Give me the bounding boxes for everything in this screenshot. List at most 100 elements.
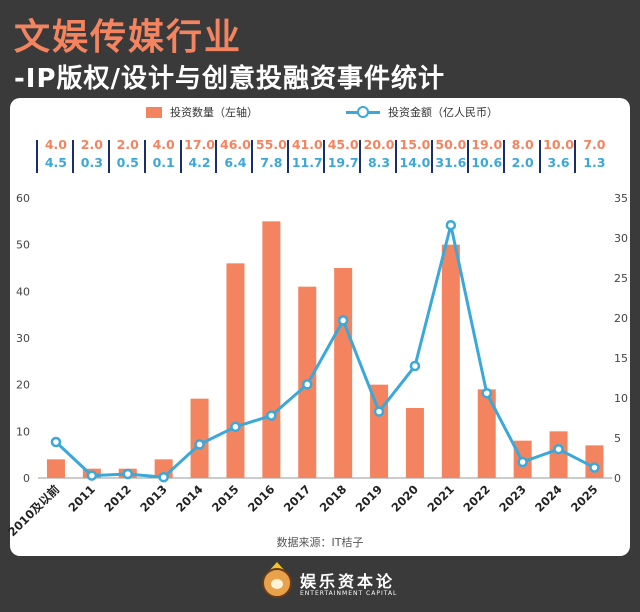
page-subtitle: -IP版权/设计与创意投融资事件统计: [14, 64, 446, 94]
line-point: [373, 406, 385, 417]
bar-data-label: 45.0: [327, 137, 359, 152]
bar-data-label: 41.0: [291, 137, 323, 152]
value-column: 4.0 0.1: [144, 136, 184, 172]
value-column: 8.0 2.0: [503, 136, 543, 172]
bar-data-label: 4.0: [152, 137, 175, 152]
y-right-tick-label: 25: [614, 272, 628, 285]
value-separator: [35, 140, 38, 173]
value-column: 15.0 14.0: [395, 136, 435, 172]
legend-bar-label: 投资数量（左轴）: [170, 106, 258, 119]
bar-data-label: 46.0: [220, 137, 251, 152]
page-title: 文娱传媒行业: [14, 17, 243, 58]
line-point: [50, 436, 62, 448]
line-data-label: 7.8: [260, 155, 283, 170]
bar: [226, 263, 245, 478]
bar-data-label: 55.0: [255, 137, 287, 152]
bar-data-label: 2.0: [116, 137, 139, 152]
y-left-tick-label: 40: [16, 285, 30, 298]
value-column: 50.0 31.6: [431, 136, 471, 172]
brand-name: 娱乐资本论: [300, 572, 396, 591]
bar-data-label: 19.0: [471, 137, 503, 152]
bar-data-label: 2.0: [80, 137, 103, 152]
value-separator: [251, 140, 254, 173]
line-data-label: 10.6: [471, 155, 503, 170]
value-column: 55.0 7.8: [251, 136, 291, 172]
value-separator: [287, 140, 290, 173]
line-point: [517, 456, 528, 468]
legend-line-swatch: [346, 106, 380, 118]
footer-brand: 娱乐资本论 ENTERTAINMENT CAPITAL: [0, 562, 640, 606]
y-left-tick-label: 60: [16, 192, 30, 205]
line-data-label: 14.0: [399, 155, 431, 170]
line-data-label: 8.3: [367, 155, 391, 170]
x-tick-label: 2011: [65, 482, 98, 515]
legend-item-line: 投资金额（亿人民币）: [346, 104, 498, 120]
line-data-label: 11.7: [291, 155, 323, 170]
value-separator: [179, 140, 182, 173]
bar: [477, 389, 496, 478]
chart-card: [10, 98, 630, 556]
line-data-label: 0.1: [152, 155, 175, 170]
value-separator: [538, 140, 541, 173]
x-tick-label: 2010及以前: [5, 482, 62, 539]
x-tick-label: 2019: [353, 482, 386, 515]
value-separator: [107, 140, 110, 173]
x-tick-label: 2018: [317, 482, 350, 515]
value-separator: [323, 140, 326, 173]
legend-bar-swatch: [146, 106, 162, 118]
brand-name-en: ENTERTAINMENT CAPITAL: [300, 590, 398, 597]
value-separator: [215, 140, 218, 173]
legend-line-label: 投资金额（亿人民币）: [388, 106, 498, 119]
bar: [190, 398, 209, 478]
line-data-label: 0.5: [116, 155, 139, 170]
bar: [262, 221, 281, 479]
legend-item-bar: 投资数量（左轴）: [146, 104, 258, 120]
bar-data-label: 20.0: [363, 137, 395, 152]
chart-legend: 投资数量（左轴） 投资金额（亿人民币）: [0, 104, 640, 124]
line-point: [589, 462, 600, 473]
value-column: 19.0 10.6: [467, 136, 507, 172]
bar-data-label: 15.0: [399, 137, 431, 152]
y-left-tick-label: 50: [16, 239, 30, 252]
bar: [585, 445, 604, 478]
line-point: [302, 379, 313, 390]
line-point: [481, 387, 492, 399]
bar-data-label: 17.0: [184, 137, 215, 152]
value-column: 41.0 11.7: [287, 136, 327, 172]
y-right-tick-label: 35: [614, 192, 628, 205]
y-right-tick-label: 15: [614, 352, 628, 365]
data-source: 数据来源：IT桔子: [276, 536, 364, 549]
value-separator: [143, 140, 146, 173]
line-data-label: 3.6: [547, 155, 570, 170]
x-tick-label: 2016: [245, 482, 278, 515]
value-column: 4.0 4.5: [36, 136, 76, 172]
value-separator: [502, 140, 505, 173]
bar-data-label: 8.0: [511, 137, 534, 152]
y-right-tick-label: 20: [614, 312, 628, 325]
bar-data-label: 10.0: [543, 137, 574, 152]
x-tick-label: 2021: [424, 482, 457, 515]
line-point: [86, 470, 98, 481]
line-data-label: 0.3: [80, 155, 103, 170]
amount-line: [54, 223, 596, 479]
bar: [549, 431, 568, 478]
x-tick-label: 2020: [389, 482, 422, 515]
bar: [46, 459, 65, 478]
line-point: [266, 410, 277, 421]
value-separator: [574, 140, 577, 173]
line-point: [445, 219, 457, 231]
bar-data-label: 4.0: [44, 137, 68, 152]
value-column: 17.0 4.2: [180, 136, 220, 172]
y-right-tick-label: 10: [614, 392, 628, 405]
y-right-tick-label: 0: [614, 472, 621, 485]
x-tick-label: 2013: [137, 482, 170, 515]
value-column: 20.0 8.3: [359, 136, 399, 172]
value-column: 2.0 0.3: [72, 136, 112, 172]
bar-data-label: 50.0: [435, 137, 467, 152]
line-data-label: 4.5: [44, 155, 68, 170]
y-left-tick-label: 10: [16, 425, 30, 438]
line-point: [158, 471, 169, 483]
line-point: [194, 439, 205, 450]
y-left-tick-label: 20: [16, 379, 30, 392]
